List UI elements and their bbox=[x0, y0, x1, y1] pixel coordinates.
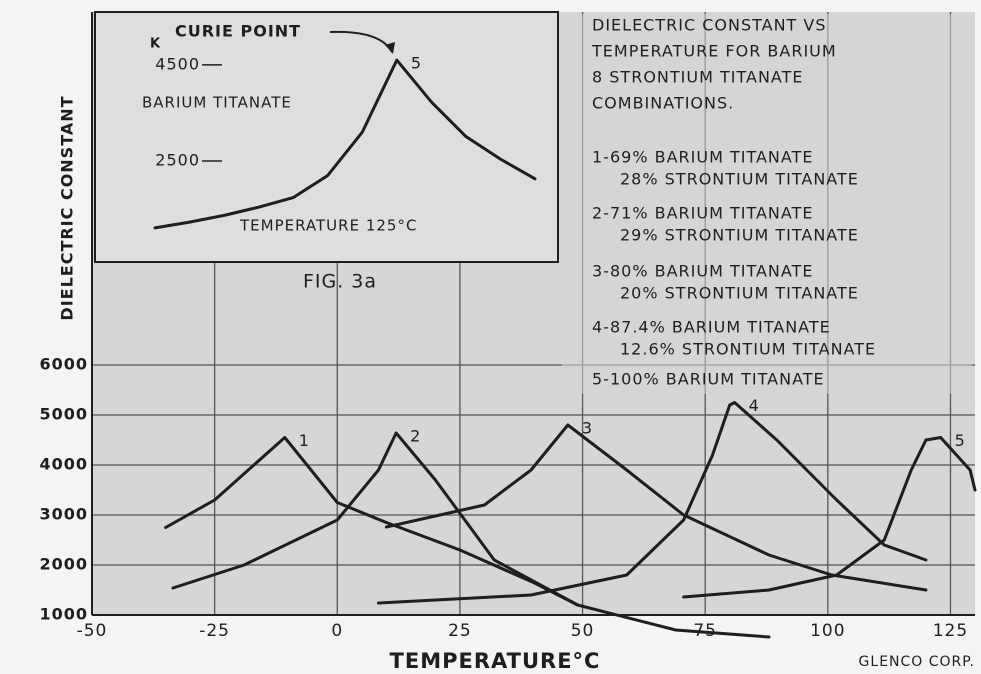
figure-caption: FIG. 3a bbox=[303, 271, 377, 293]
note-background bbox=[562, 14, 972, 394]
note-line: 29% STRONTIUM TITANATE bbox=[620, 226, 859, 245]
y-tick-label: 5000 bbox=[39, 405, 88, 424]
x-tick-label: 50 bbox=[571, 621, 595, 641]
series-label: 5 bbox=[411, 54, 422, 73]
series-label: 4 bbox=[749, 396, 760, 415]
inset-box bbox=[94, 11, 559, 263]
inset-y-label: K bbox=[150, 37, 161, 52]
lines: 1 2 3 4 5 bbox=[164, 396, 977, 639]
series-line bbox=[384, 423, 928, 592]
x-tick-label: 0 bbox=[331, 621, 343, 641]
y-tick-label: 2000 bbox=[39, 555, 88, 574]
x-axis-label: TEMPERATURE°C bbox=[390, 649, 601, 673]
note-line: 8 STRONTIUM TITANATE bbox=[592, 68, 804, 87]
x-tick-label: 75 bbox=[693, 621, 717, 641]
series-label: 3 bbox=[582, 419, 593, 438]
y-tick-label: 6000 bbox=[39, 355, 88, 374]
x-tick-label: 100 bbox=[810, 621, 845, 641]
note-line: 12.6% STRONTIUM TITANATE bbox=[620, 340, 876, 359]
note-line: TEMPERATURE FOR BARIUM bbox=[591, 42, 837, 61]
notes: DIELECTRIC CONSTANT VS TEMPERATURE FOR BA… bbox=[591, 16, 876, 389]
inset-title: BARIUM TITANATE bbox=[142, 94, 292, 112]
note-line: 2-71% BARIUM TITANATE bbox=[592, 204, 813, 223]
series-label: 1 bbox=[299, 431, 310, 450]
inset-y-tick-label: 4500 bbox=[155, 54, 200, 73]
arrow-head bbox=[385, 42, 395, 54]
y-tick-label: 3000 bbox=[39, 505, 88, 524]
note-line: 4-87.4% BARIUM TITANATE bbox=[592, 318, 831, 337]
x-tick-label: 125 bbox=[933, 621, 968, 641]
credit: GLENCO CORP. bbox=[859, 654, 975, 670]
note-line: 28% STRONTIUM TITANATE bbox=[620, 170, 859, 189]
note-line: COMBINATIONS. bbox=[592, 94, 734, 113]
inset-chart: 2500 4500 5 bbox=[153, 54, 537, 230]
x-tick-label: -25 bbox=[199, 621, 230, 641]
y-tick-label: 1000 bbox=[39, 605, 88, 624]
series-line bbox=[164, 436, 580, 607]
x-tick-label: 25 bbox=[448, 621, 472, 641]
series-line bbox=[682, 436, 977, 599]
note-line: 20% STRONTIUM TITANATE bbox=[620, 284, 859, 303]
inset-annotation: CURIE POINT bbox=[175, 22, 301, 41]
note-line: 5-100% BARIUM TITANATE bbox=[592, 370, 825, 389]
note-line: 3-80% BARIUM TITANATE bbox=[592, 262, 813, 281]
series-label: 2 bbox=[410, 427, 421, 446]
y-axis-label: DIELECTRIC CONSTANT bbox=[58, 95, 77, 320]
series-line bbox=[376, 401, 928, 605]
inset-subtitle: TEMPERATURE 125°C bbox=[239, 217, 417, 235]
x-tick-label: -50 bbox=[77, 621, 108, 641]
series-line bbox=[153, 58, 537, 230]
series-label: 5 bbox=[955, 431, 966, 450]
note-line: 1-69% BARIUM TITANATE bbox=[592, 148, 813, 167]
series-line bbox=[171, 431, 771, 639]
inset-y-tick-label: 2500 bbox=[155, 151, 200, 170]
note-line: DIELECTRIC CONSTANT VS bbox=[592, 16, 827, 35]
y-tick-label: 4000 bbox=[39, 455, 88, 474]
